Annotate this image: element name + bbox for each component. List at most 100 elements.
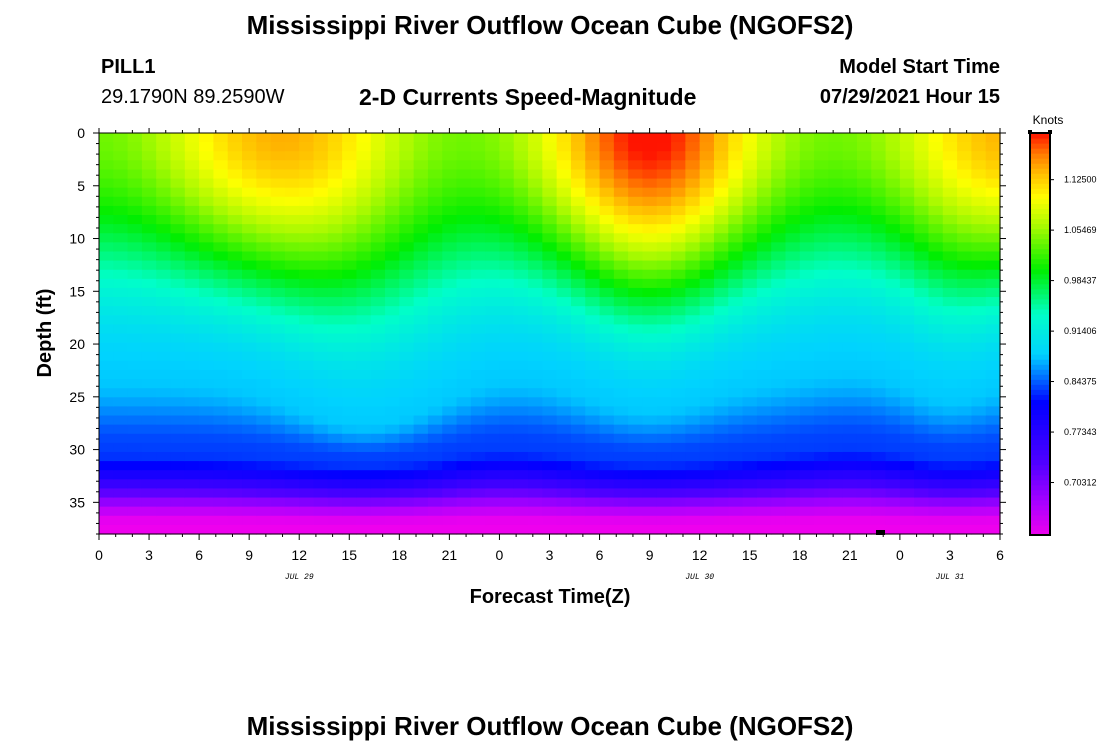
heatmap-cell	[513, 287, 529, 298]
heatmap-cell	[485, 242, 501, 253]
heatmap-cell	[899, 360, 915, 371]
heatmap-cell	[256, 415, 272, 426]
heatmap-cell	[399, 397, 415, 408]
heatmap-cell	[628, 515, 644, 526]
heatmap-cell	[370, 233, 386, 243]
heatmap-cell	[971, 333, 987, 344]
heatmap-cell	[971, 269, 987, 280]
heatmap-cell	[756, 451, 772, 462]
heatmap-cell	[828, 251, 844, 262]
heatmap-cell	[113, 233, 129, 243]
heatmap-cell	[856, 333, 872, 344]
heatmap-cell	[256, 169, 272, 180]
heatmap-cell	[642, 178, 658, 189]
heatmap-cell	[699, 397, 715, 408]
heatmap-cell	[256, 479, 272, 490]
heatmap-cell	[585, 415, 601, 426]
heatmap-cell	[385, 251, 400, 262]
heatmap-cell	[814, 342, 829, 353]
heatmap-cell	[213, 379, 229, 389]
heatmap-cell	[942, 287, 958, 298]
heatmap-cell	[985, 315, 1001, 325]
heatmap-cell	[199, 151, 215, 161]
heatmap-cell	[928, 388, 944, 398]
heatmap-cell	[356, 461, 372, 471]
heatmap-cell	[113, 160, 129, 171]
heatmap-cell	[299, 278, 315, 289]
colorbar-segment	[1030, 459, 1050, 466]
heatmap-cell	[599, 451, 615, 462]
heatmap-cell	[771, 479, 787, 490]
heatmap-cell	[242, 369, 257, 380]
heatmap-cell	[184, 205, 200, 216]
heatmap-cell	[528, 205, 543, 216]
heatmap-cell	[513, 142, 529, 152]
heatmap-cell	[642, 287, 658, 298]
heatmap-cell	[885, 133, 901, 143]
heatmap-cell	[327, 324, 343, 335]
heatmap-cell	[242, 524, 257, 535]
heatmap-cell	[170, 324, 186, 335]
heatmap-cell	[613, 242, 629, 253]
heatmap-cell	[942, 369, 958, 380]
heatmap-cell	[756, 260, 772, 271]
heatmap-cell	[242, 224, 257, 234]
heatmap-cell	[156, 187, 172, 198]
heatmap-cell	[771, 269, 787, 280]
heatmap-cell	[713, 342, 729, 353]
heatmap-cell	[127, 187, 143, 198]
heatmap-cell	[713, 205, 729, 216]
heatmap-cell	[356, 442, 372, 453]
heatmap-cell	[985, 215, 1001, 225]
heatmap-cell	[771, 333, 787, 344]
heatmap-cell	[856, 324, 872, 335]
heatmap-cell	[256, 187, 272, 198]
heatmap-cell	[299, 287, 315, 298]
heatmap-cell	[914, 497, 930, 508]
heatmap-cell	[370, 497, 386, 508]
heatmap-cell	[856, 506, 872, 517]
heatmap-cell	[170, 388, 186, 398]
heatmap-cell	[771, 424, 787, 435]
heatmap-cell	[542, 306, 558, 316]
heatmap-cell	[470, 278, 486, 289]
heatmap-cell	[971, 406, 987, 417]
heatmap-cell	[127, 251, 143, 262]
heatmap-cell	[642, 160, 658, 171]
heatmap-cell	[814, 524, 829, 535]
heatmap-cell	[270, 369, 286, 380]
heatmap-cell	[184, 379, 200, 389]
heatmap-cell	[899, 369, 915, 380]
heatmap-cell	[327, 451, 343, 462]
heatmap-cell	[828, 479, 844, 490]
heatmap-cell	[828, 415, 844, 426]
heatmap-cell	[184, 369, 200, 380]
heatmap-cell	[470, 433, 486, 444]
heatmap-cell	[985, 488, 1001, 499]
heatmap-cell	[399, 415, 415, 426]
heatmap-cell	[871, 160, 887, 171]
heatmap-cell	[270, 178, 286, 189]
heatmap-cell	[914, 215, 930, 225]
heatmap-cell	[713, 497, 729, 508]
heatmap-cell	[284, 515, 300, 526]
heatmap-cell	[856, 196, 872, 207]
heatmap-cell	[284, 324, 300, 335]
heatmap-cell	[785, 269, 801, 280]
heatmap-cell	[284, 388, 300, 398]
colorbar-corner	[1048, 130, 1052, 134]
heatmap-cell	[856, 233, 872, 243]
heatmap-cell	[456, 397, 472, 408]
heatmap-cell	[513, 379, 529, 389]
heatmap-cell	[256, 433, 272, 444]
heatmap-cell	[213, 442, 229, 453]
heatmap-cell	[470, 315, 486, 325]
heatmap-cell	[799, 451, 815, 462]
heatmap-cell	[771, 406, 787, 417]
heatmap-cell	[356, 406, 372, 417]
heatmap-cell	[756, 379, 772, 389]
heatmap-cell	[642, 169, 658, 180]
heatmap-cell	[399, 133, 415, 143]
heatmap-cell	[828, 215, 844, 225]
heatmap-cell	[528, 242, 543, 253]
